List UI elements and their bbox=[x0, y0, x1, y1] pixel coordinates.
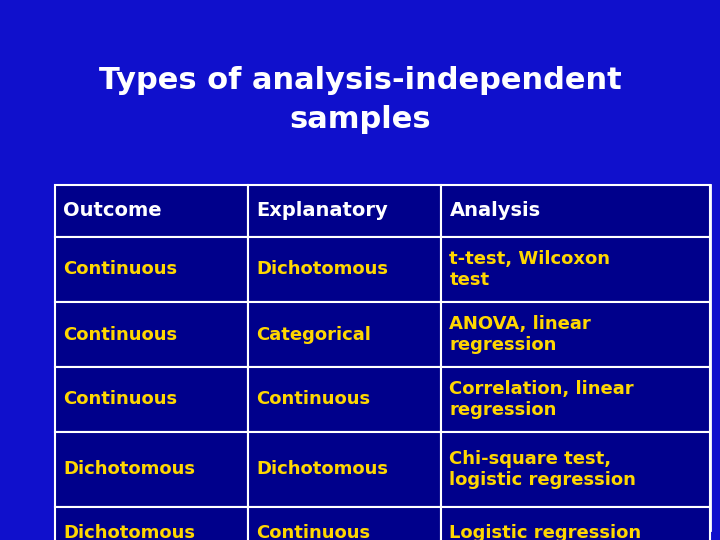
Text: Outcome: Outcome bbox=[63, 201, 161, 220]
Bar bbox=[55, 507, 248, 540]
Text: Continuous: Continuous bbox=[63, 390, 177, 408]
Bar bbox=[248, 507, 441, 540]
Text: Correlation, linear
regression: Correlation, linear regression bbox=[449, 380, 634, 419]
Text: Dichotomous: Dichotomous bbox=[256, 260, 388, 279]
Bar bbox=[55, 367, 248, 432]
Bar bbox=[55, 237, 248, 302]
Bar bbox=[441, 302, 710, 367]
Bar bbox=[55, 302, 248, 367]
Text: Chi-square test,
logistic regression: Chi-square test, logistic regression bbox=[449, 450, 636, 489]
Bar bbox=[248, 237, 441, 302]
Text: ANOVA, linear
regression: ANOVA, linear regression bbox=[449, 315, 591, 354]
Text: Dichotomous: Dichotomous bbox=[256, 461, 388, 478]
Text: Analysis: Analysis bbox=[449, 201, 541, 220]
Bar bbox=[441, 507, 710, 540]
Bar bbox=[55, 185, 710, 530]
Bar bbox=[248, 302, 441, 367]
Bar bbox=[441, 367, 710, 432]
Bar bbox=[248, 367, 441, 432]
Bar bbox=[248, 432, 441, 507]
Text: Logistic regression: Logistic regression bbox=[449, 524, 642, 540]
Text: Dichotomous: Dichotomous bbox=[63, 461, 195, 478]
Bar bbox=[248, 185, 441, 237]
Bar bbox=[55, 432, 248, 507]
Text: Explanatory: Explanatory bbox=[256, 201, 388, 220]
Text: Dichotomous: Dichotomous bbox=[63, 524, 195, 540]
Text: Continuous: Continuous bbox=[256, 390, 370, 408]
Bar bbox=[441, 185, 710, 237]
Text: Types of analysis-independent
samples: Types of analysis-independent samples bbox=[99, 66, 621, 133]
Bar bbox=[441, 237, 710, 302]
Text: Continuous: Continuous bbox=[63, 326, 177, 343]
Text: Continuous: Continuous bbox=[63, 260, 177, 279]
Bar bbox=[441, 432, 710, 507]
Text: t-test, Wilcoxon
test: t-test, Wilcoxon test bbox=[449, 249, 611, 289]
Bar bbox=[55, 185, 248, 237]
Text: Categorical: Categorical bbox=[256, 326, 371, 343]
Text: Continuous: Continuous bbox=[256, 524, 370, 540]
